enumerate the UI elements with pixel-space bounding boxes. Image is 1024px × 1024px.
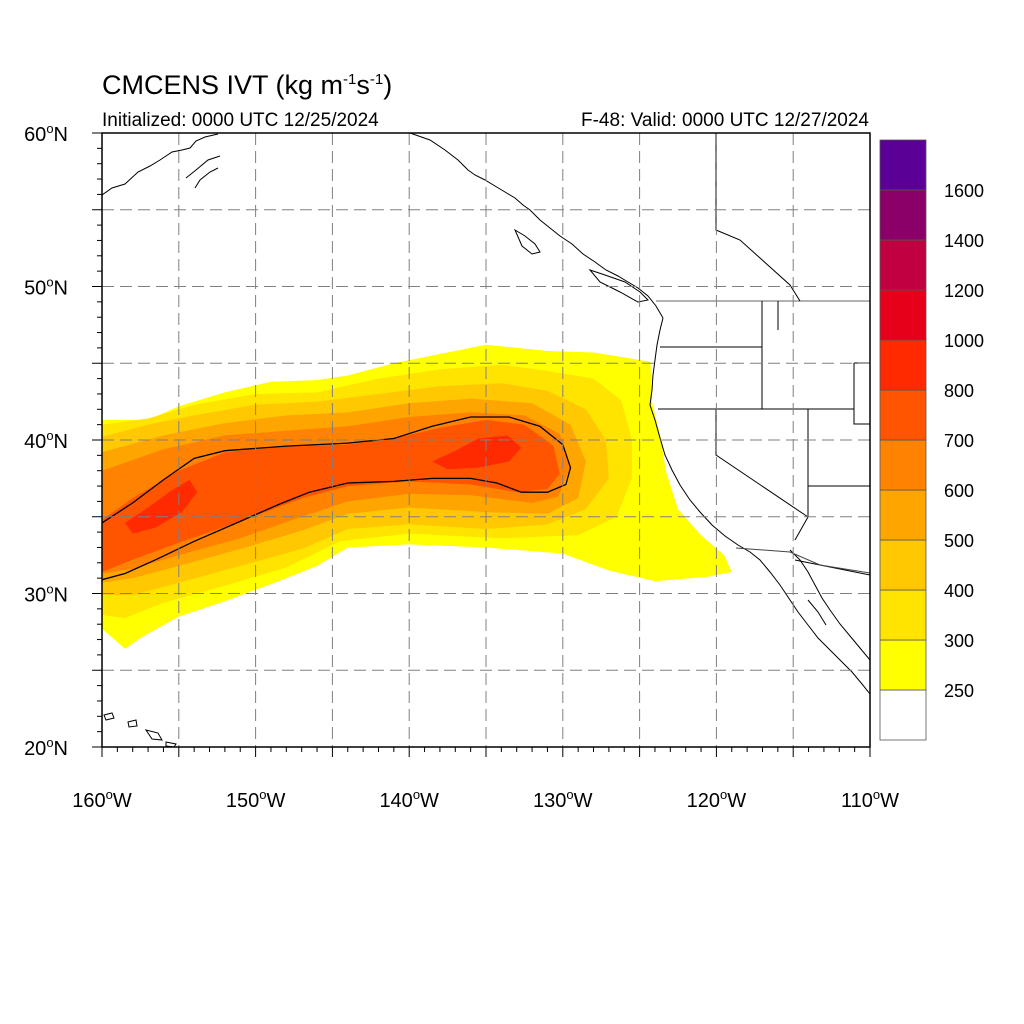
- colorbar-label: 1200: [944, 281, 984, 301]
- valid-time-label: F-48: Valid: 0000 UTC 12/27/2024: [581, 110, 869, 131]
- bc-islands: [513, 228, 650, 303]
- colorbar-label: 1000: [944, 331, 984, 351]
- colorbar-swatch: [879, 239, 927, 291]
- colorbar-swatch: [879, 339, 927, 391]
- colorbar-swatch: [879, 289, 927, 341]
- colorbar-swatch: [879, 589, 927, 641]
- us-west-coast: [649, 317, 870, 695]
- colorbar-swatch: [879, 689, 927, 741]
- chart-title: CMCENS IVT (kg m-1s-1): [102, 70, 393, 100]
- colorbar-label: 500: [944, 531, 974, 551]
- colorbar-swatch: [879, 639, 927, 691]
- colorbar-label: 1600: [944, 181, 984, 201]
- hawaii-islands: [103, 712, 177, 747]
- colorbar-label: 300: [944, 631, 974, 651]
- title-exponent-2: -1: [369, 71, 384, 88]
- colorbar: 250 300 400 500 600 700 800 1000 1200 1400 1600: [879, 139, 984, 741]
- colorbar-swatch: [879, 489, 927, 541]
- lon-tick-label: 110oW: [841, 787, 899, 812]
- lon-tick-label: 140oW: [379, 787, 439, 812]
- colorbar-swatch: [879, 389, 927, 441]
- colorbar-swatch: [879, 439, 927, 491]
- contour-line-1000: [102, 416, 572, 581]
- colorbar-label: 600: [944, 481, 974, 501]
- alaska-coast: [102, 133, 221, 196]
- lat-lon-grid: [102, 133, 870, 747]
- baja-coast: [789, 549, 870, 661]
- colorbar-label: 250: [944, 681, 974, 701]
- title-exponent-1: -1: [343, 71, 357, 88]
- ivt-1000-contour: [102, 416, 572, 581]
- colorbar-label: 1400: [944, 231, 984, 251]
- colorbar-label: 400: [944, 581, 974, 601]
- lon-tick-label: 150oW: [226, 787, 286, 812]
- lon-tick-label: 160oW: [72, 787, 132, 812]
- lat-tick-label: 40oN: [24, 428, 68, 453]
- lon-tick-label: 120oW: [687, 787, 747, 812]
- lat-tick-label: 60oN: [24, 121, 68, 146]
- colorbar-swatch: [879, 189, 927, 241]
- lat-tick-label: 30oN: [24, 582, 68, 607]
- lat-tick-label: 20oN: [24, 735, 68, 760]
- colorbar-label: 800: [944, 381, 974, 401]
- initialized-label: Initialized: 0000 UTC 12/25/2024: [102, 110, 379, 131]
- lon-tick-label: 130oW: [533, 787, 593, 812]
- us-mexico-border: [735, 547, 870, 574]
- colorbar-label: 700: [944, 431, 974, 451]
- lat-tick-label: 50oN: [24, 275, 68, 300]
- ivt-band-800-7: [432, 435, 522, 470]
- bc-coast: [409, 133, 664, 319]
- colorbar-swatch: [879, 539, 927, 591]
- colorbar-swatch: [879, 139, 927, 191]
- map-axes: 60oN 50oN 40oN 30oN 20oN 160oW 150oW 140oW 130oW…: [24, 121, 899, 812]
- coastlines-and-borders: [102, 133, 870, 747]
- ivt-filled-field: [102, 344, 732, 649]
